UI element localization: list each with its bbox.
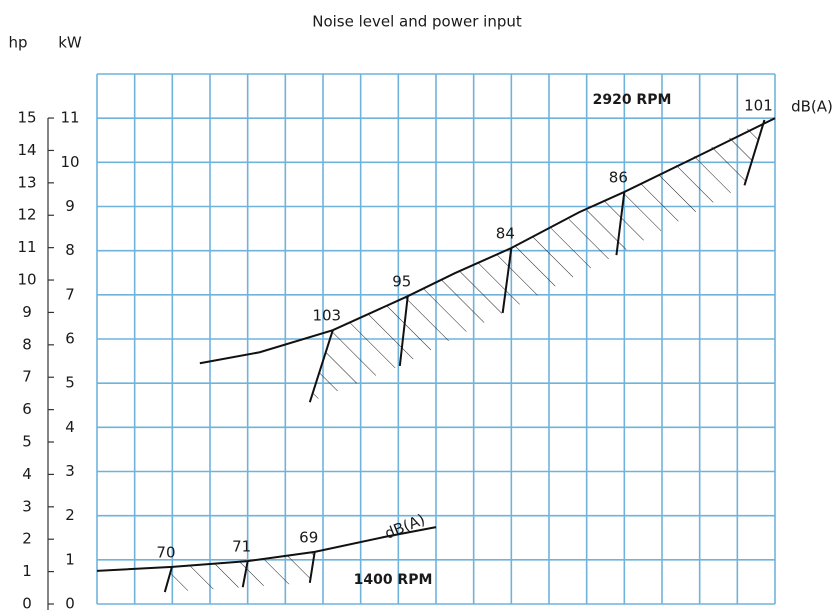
noise-label: 71: [232, 538, 251, 556]
noise-label: 70: [156, 543, 175, 561]
y-tick-label: 6: [65, 330, 75, 348]
noise-marker: [743, 119, 766, 186]
curve: [96, 526, 437, 572]
chart-title: Noise level and power input: [312, 13, 522, 31]
y2-tick-label: 10: [17, 271, 36, 289]
y2-axis-label: hp: [8, 34, 27, 52]
y-tick-label: 10: [60, 153, 79, 171]
series-label: 2920 RPM: [593, 92, 672, 108]
noise-label: 69: [299, 528, 318, 546]
noise-label: 103: [312, 307, 341, 325]
hatch-area: [309, 119, 765, 403]
noise-marker: [308, 551, 316, 583]
y2-tick-label: 9: [22, 303, 32, 321]
y2-tick-label: 4: [22, 465, 32, 483]
y2-tick-label: 8: [22, 335, 32, 353]
y-tick-label: 2: [65, 506, 75, 524]
y2-tick-label: 14: [17, 141, 36, 159]
hatch-area: [164, 551, 315, 593]
noise-label: 84: [496, 225, 515, 243]
y2-tick-label: 6: [22, 400, 32, 418]
y-axis-label: kW: [58, 34, 82, 52]
y2-tick-label: 1: [22, 562, 32, 580]
y2-tick-label: 15: [17, 109, 36, 127]
y-tick-label: 5: [65, 374, 75, 392]
series-label: 1400 RPM: [354, 572, 433, 588]
y-tick-label: 8: [65, 241, 75, 259]
y2-tick-label: 5: [22, 433, 32, 451]
noise-label: 95: [392, 273, 411, 291]
noise-marker: [163, 566, 173, 593]
curve: [199, 117, 776, 365]
noise-label: 86: [609, 168, 628, 186]
noise-marker: [308, 329, 334, 403]
y2-tick-label: 7: [22, 368, 32, 386]
y2-tick-label: 2: [22, 530, 32, 548]
y-tick-label: 11: [60, 109, 79, 127]
y-tick-label: 3: [65, 462, 75, 480]
noise-marker: [501, 247, 513, 314]
unit-label: dB(A): [791, 98, 833, 116]
noise-label: 101: [744, 96, 773, 114]
y-tick-label: 9: [65, 197, 75, 215]
noise-marker: [615, 191, 626, 256]
y2-tick-label: 3: [22, 497, 32, 515]
y2-tick-label: 11: [17, 238, 36, 256]
y-tick-label: 7: [65, 285, 75, 303]
y2-tick-label: 0: [22, 595, 32, 610]
y-tick-label: 0: [65, 595, 75, 610]
y-tick-label: 1: [65, 550, 75, 568]
noise-marker: [398, 296, 409, 367]
y-tick-label: 4: [65, 418, 75, 436]
y2-tick-label: 13: [17, 173, 36, 191]
y2-tick-label: 12: [17, 206, 36, 224]
noise-marker: [241, 560, 249, 588]
